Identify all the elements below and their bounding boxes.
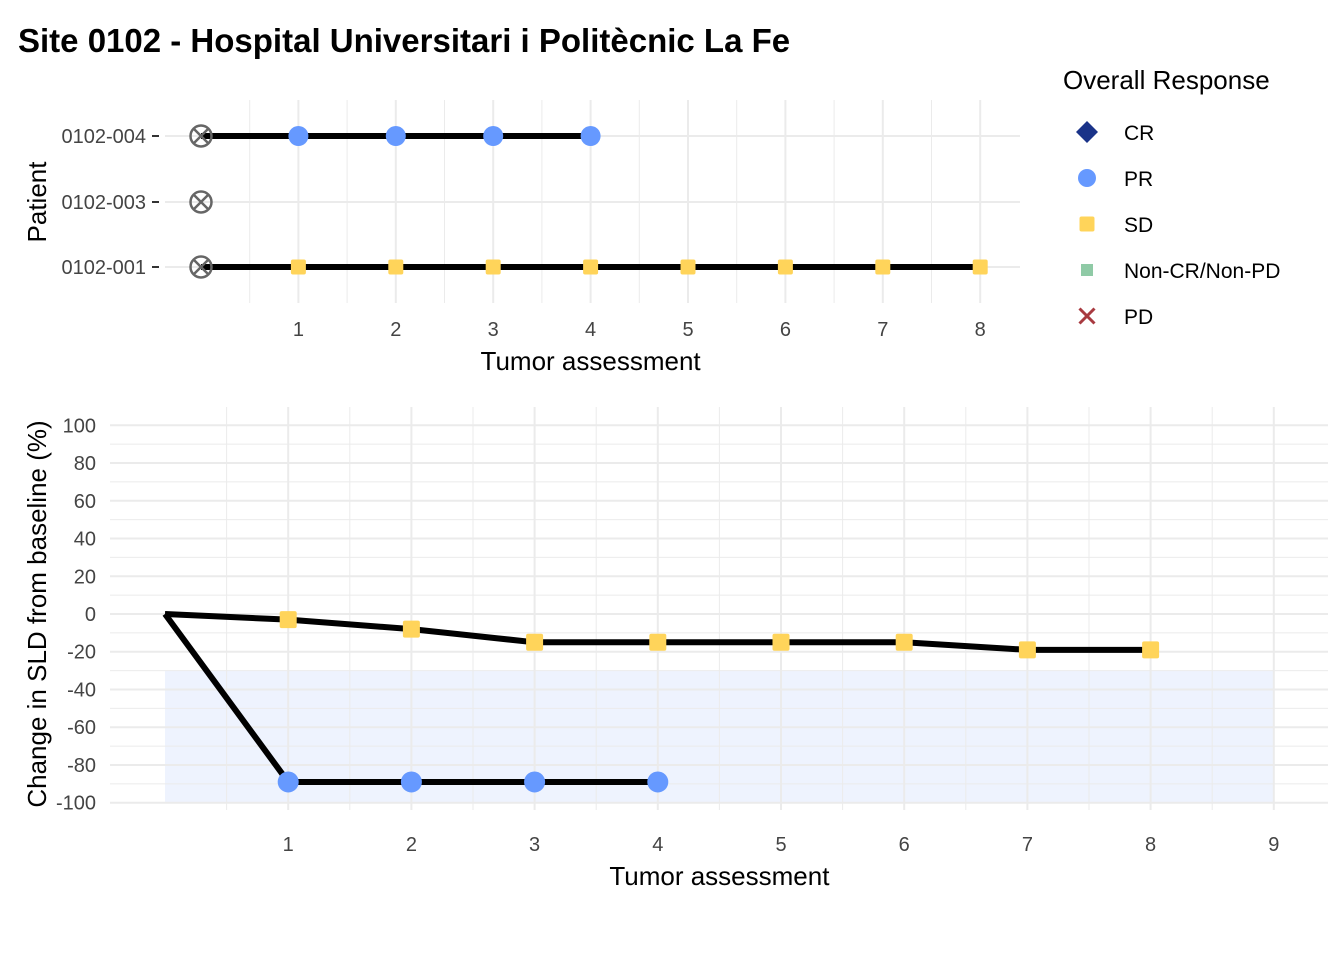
response-point	[385, 126, 406, 146]
x-tick-label: 8	[975, 319, 986, 341]
baseline-marker-cross	[192, 258, 210, 276]
legend-label: CR	[1124, 122, 1154, 145]
response-point	[583, 259, 599, 275]
x-tick-label: 6	[780, 319, 791, 341]
response-point	[400, 771, 422, 793]
legend-key	[1078, 307, 1096, 325]
y-axis-title: Patient	[22, 161, 52, 243]
x-tick-label: 3	[488, 319, 499, 341]
response-point	[279, 611, 297, 629]
legend-key	[1076, 121, 1098, 143]
y-tick-label: 0102-001	[61, 257, 146, 279]
x-tick-label: 5	[775, 834, 786, 856]
x-tick-label: 7	[877, 319, 888, 341]
baseline-marker-cross	[192, 193, 210, 211]
swimmer-plot: 0102-004 0102-003 0102-001 1 2 3 4 5 6 7 8 Tumor as…	[22, 100, 1020, 376]
x-axis-title: Tumor assessment	[609, 861, 830, 891]
y-tick-label: 100	[63, 415, 96, 437]
response-point	[972, 259, 988, 275]
response-point	[388, 259, 404, 275]
response-point	[485, 259, 501, 275]
y-tick-label: -60	[67, 717, 96, 739]
legend-key	[1079, 216, 1095, 232]
x-tick-label: 2	[390, 319, 401, 341]
x-tick-label: 1	[283, 834, 294, 856]
legend: Overall Response CR PR SD Non-CR/Non-PD PD	[1063, 65, 1280, 329]
x-tick-label: 2	[406, 834, 417, 856]
x-axis-title: Tumor assessment	[481, 346, 702, 376]
x-tick-label: 7	[1022, 834, 1033, 856]
x-tick-label: 5	[682, 319, 693, 341]
response-point	[772, 633, 790, 651]
response-point	[895, 633, 913, 651]
y-tick-label: -80	[67, 755, 96, 777]
x-tick-label: 8	[1145, 834, 1156, 856]
legend-label: SD	[1124, 214, 1153, 237]
sld-change-plot: 100 80 60 40 20 0 -20 -40 -60 -80 -100 1 2 3 4 5 6 7 8 9 Tum…	[22, 407, 1328, 891]
x-tick-label: 6	[899, 834, 910, 856]
y-tick-label: 0102-004	[61, 126, 146, 148]
response-point	[647, 771, 669, 793]
y-tick-label: 40	[74, 529, 96, 551]
y-tick-label: -40	[67, 679, 96, 701]
y-tick-label: 20	[74, 566, 96, 588]
response-point	[649, 633, 667, 651]
response-point	[580, 126, 601, 146]
x-tick-label: 1	[293, 319, 304, 341]
baseline-marker-cross	[192, 127, 210, 145]
response-point	[288, 126, 309, 146]
response-point	[524, 771, 546, 793]
legend-title: Overall Response	[1063, 65, 1270, 95]
baseline-marker	[189, 124, 213, 148]
response-point	[1018, 641, 1036, 659]
x-tick-label: 3	[529, 834, 540, 856]
response-point	[1142, 641, 1160, 659]
baseline-marker	[189, 255, 213, 279]
y-tick-label: -100	[56, 793, 96, 815]
y-tick-label: 60	[74, 491, 96, 513]
response-point	[483, 126, 504, 146]
response-point	[526, 633, 544, 651]
y-tick-label: 0102-003	[61, 192, 146, 214]
y-tick-label: 80	[74, 453, 96, 475]
x-tick-label: 4	[585, 319, 596, 341]
legend-key	[1081, 264, 1093, 276]
x-tick-label: 4	[652, 834, 663, 856]
response-point	[402, 620, 420, 638]
y-axis-title: Change in SLD from baseline (%)	[22, 420, 52, 807]
y-tick-label: -20	[67, 642, 96, 664]
legend-label: PD	[1124, 306, 1153, 329]
y-tick-label: 0	[85, 604, 96, 626]
baseline-marker	[189, 190, 213, 214]
response-point	[777, 259, 793, 275]
response-point	[680, 259, 696, 275]
legend-key	[1078, 169, 1096, 187]
x-tick-label: 9	[1268, 834, 1279, 856]
legend-label: Non-CR/Non-PD	[1124, 260, 1280, 283]
legend-label: PR	[1124, 168, 1153, 191]
response-point	[277, 771, 299, 793]
chart-title: Site 0102 - Hospital Universitari i Poli…	[18, 22, 791, 59]
response-point	[290, 259, 306, 275]
response-point	[875, 259, 891, 275]
